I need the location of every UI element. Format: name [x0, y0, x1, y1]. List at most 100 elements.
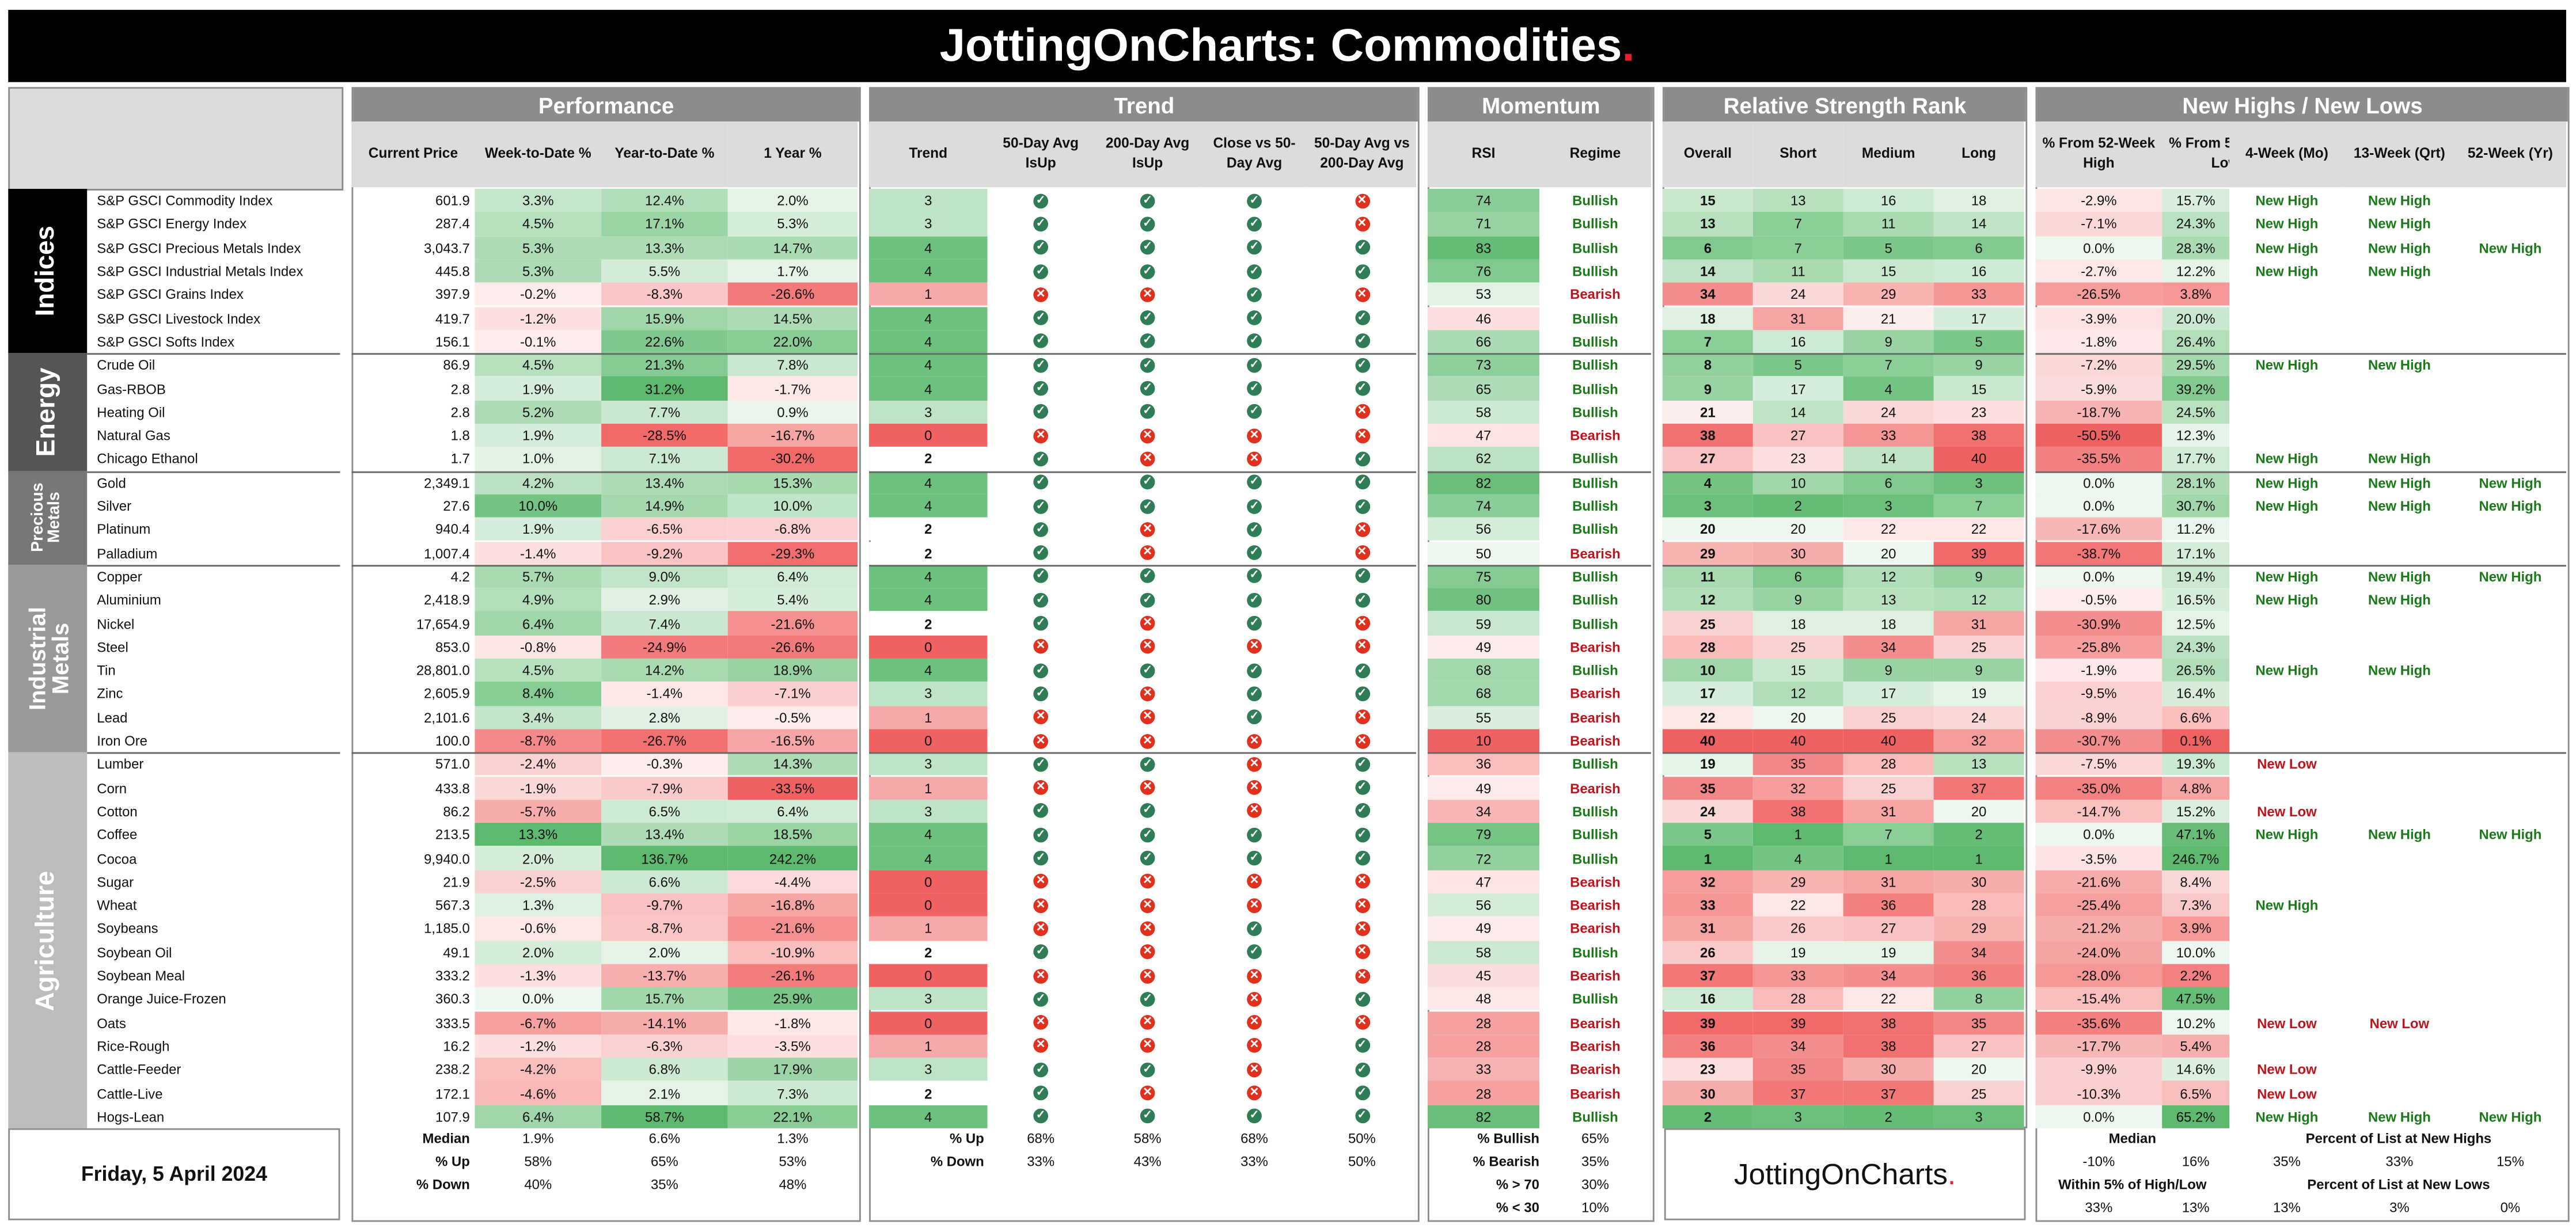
footer-up-wtd: 58%: [524, 1153, 552, 1170]
footer-hl-highs-label: Percent of List at New Highs: [2305, 1130, 2492, 1147]
cell-regime: Bullish: [1572, 991, 1618, 1007]
cell-trend: 3: [869, 799, 988, 823]
cell-ov: 37: [1662, 964, 1753, 988]
cell-ytd: 6.5%: [601, 799, 728, 823]
group-label-4: Agriculture: [8, 752, 88, 1128]
cell-md: 28: [1843, 752, 1934, 776]
footer-hl-median-low: 16%: [2182, 1153, 2210, 1170]
check-circle-icon: ✓: [1033, 1062, 1049, 1077]
check-circle-icon: ✓: [1247, 334, 1262, 349]
cell-q13: [2344, 893, 2454, 917]
x-circle-icon: ✕: [1033, 1039, 1049, 1054]
cell-a50: ✕: [987, 1011, 1094, 1035]
cell-q13: [2344, 635, 2454, 659]
check-circle-icon: ✓: [1033, 310, 1049, 326]
cell-y1: 6.4%: [727, 564, 858, 588]
cell-c50: ✓: [1201, 353, 1307, 377]
cell-fh: -9.5%: [2035, 682, 2163, 706]
cell-wtd: 13.3%: [475, 823, 602, 847]
column-header-price: Current Price: [351, 121, 475, 188]
x-circle-icon: ✕: [1140, 1015, 1155, 1031]
footer-logo-dot: .: [1947, 1157, 1956, 1190]
cell-q13: New High: [2368, 474, 2431, 491]
cell-rsi: 66: [1427, 329, 1539, 353]
cell-rsi: 72: [1427, 846, 1539, 870]
cell-m4: [2229, 917, 2344, 941]
cell-regime: Bearish: [1570, 732, 1621, 749]
cell-price: 2,101.6: [424, 709, 470, 726]
cell-sh: 12: [1752, 682, 1843, 706]
footer-hl-within-high: 33%: [2085, 1199, 2113, 1215]
cell-a200: ✕: [1094, 1035, 1201, 1058]
highs-lows-header: New Highs / New Lows: [2037, 89, 2568, 122]
cell-wtd: -6.7%: [475, 1010, 602, 1035]
cell-name: S&P GSCI Energy Index: [97, 215, 247, 233]
cell-price: 333.5: [435, 1014, 470, 1031]
cell-q13: [2344, 400, 2454, 424]
cell-md: 33: [1843, 423, 1934, 447]
group-divider: [2035, 752, 2566, 754]
cell-rsi: 75: [1427, 564, 1539, 588]
cell-ov: 18: [1662, 306, 1753, 330]
cell-price: 601.9: [435, 192, 470, 209]
cell-y52: New High: [2479, 239, 2542, 256]
cell-lg: 3: [1933, 470, 2024, 495]
cell-rsi: 56: [1427, 518, 1539, 541]
cell-sh: 7: [1752, 212, 1843, 236]
cell-fl: 16.5%: [2162, 588, 2230, 612]
cell-fh: -21.6%: [2035, 870, 2163, 893]
cell-y52: New High: [2479, 826, 2542, 843]
cell-price: 27.6: [443, 497, 470, 514]
cell-a50: ✕: [987, 917, 1094, 941]
cell-fh: -30.7%: [2035, 729, 2163, 753]
cell-c50: ✓: [1201, 518, 1307, 541]
x-circle-icon: ✕: [1140, 545, 1155, 561]
check-circle-icon: ✓: [1033, 944, 1049, 960]
group-label-0: Indices: [8, 189, 88, 353]
footer-median-wtd: 1.9%: [522, 1130, 554, 1147]
cell-y52: [2454, 917, 2566, 941]
check-circle-icon: ✓: [1247, 592, 1262, 607]
cell-rsi: 76: [1427, 259, 1539, 283]
cell-regime: Bullish: [1572, 474, 1618, 491]
check-circle-icon: ✓: [1033, 1109, 1049, 1124]
cell-lg: 22: [1933, 518, 2024, 541]
cell-ytd: -9.7%: [601, 893, 728, 917]
cell-fl: 10.0%: [2162, 940, 2230, 964]
cell-fh: -18.7%: [2035, 400, 2163, 424]
cell-c50: ✕: [1201, 729, 1307, 752]
cell-y52: [2454, 659, 2566, 682]
cell-price: 2,349.1: [424, 474, 470, 491]
cell-fl: 19.3%: [2162, 752, 2230, 776]
cell-y1: -0.5%: [727, 705, 858, 729]
check-circle-icon: ✓: [1033, 686, 1049, 701]
cell-lg: 28: [1933, 893, 2024, 917]
check-circle-icon: ✓: [1033, 663, 1049, 678]
cell-name: Iron Ore: [97, 732, 147, 749]
cell-a200: ✕: [1094, 729, 1201, 752]
cell-y1: 14.7%: [727, 235, 858, 260]
cell-price: 172.1: [435, 1085, 470, 1101]
footer-trend-up-a200: 58%: [1133, 1130, 1162, 1147]
cell-regime: Bearish: [1570, 896, 1621, 914]
cell-fl: 47.1%: [2162, 823, 2230, 847]
cell-a200: ✓: [1094, 353, 1201, 377]
cell-x50: ✓: [1308, 330, 1416, 353]
cell-regime: Bearish: [1570, 1061, 1621, 1078]
cell-y1: 14.3%: [727, 752, 858, 776]
check-circle-icon: ✓: [1247, 545, 1262, 561]
cell-fl: 4.8%: [2162, 775, 2230, 800]
cell-lg: 17: [1933, 306, 2024, 330]
cell-sh: 33: [1752, 964, 1843, 988]
cell-rsi: 56: [1427, 893, 1539, 917]
cell-a200: ✕: [1094, 940, 1201, 964]
cell-q13: New High: [2368, 356, 2431, 374]
column-header-a50: 50-Day Avg IsUp: [987, 121, 1094, 188]
footer-hl-highs-y52: 15%: [2496, 1153, 2524, 1170]
cell-name: Copper: [97, 568, 142, 585]
x-circle-icon: ✕: [1140, 968, 1155, 983]
cell-price: 9,940.0: [424, 850, 470, 866]
footer-hl-lows-label: Percent of List at New Lows: [2307, 1176, 2490, 1193]
cell-lg: 9: [1933, 353, 2024, 377]
cell-wtd: 4.5%: [475, 353, 602, 377]
